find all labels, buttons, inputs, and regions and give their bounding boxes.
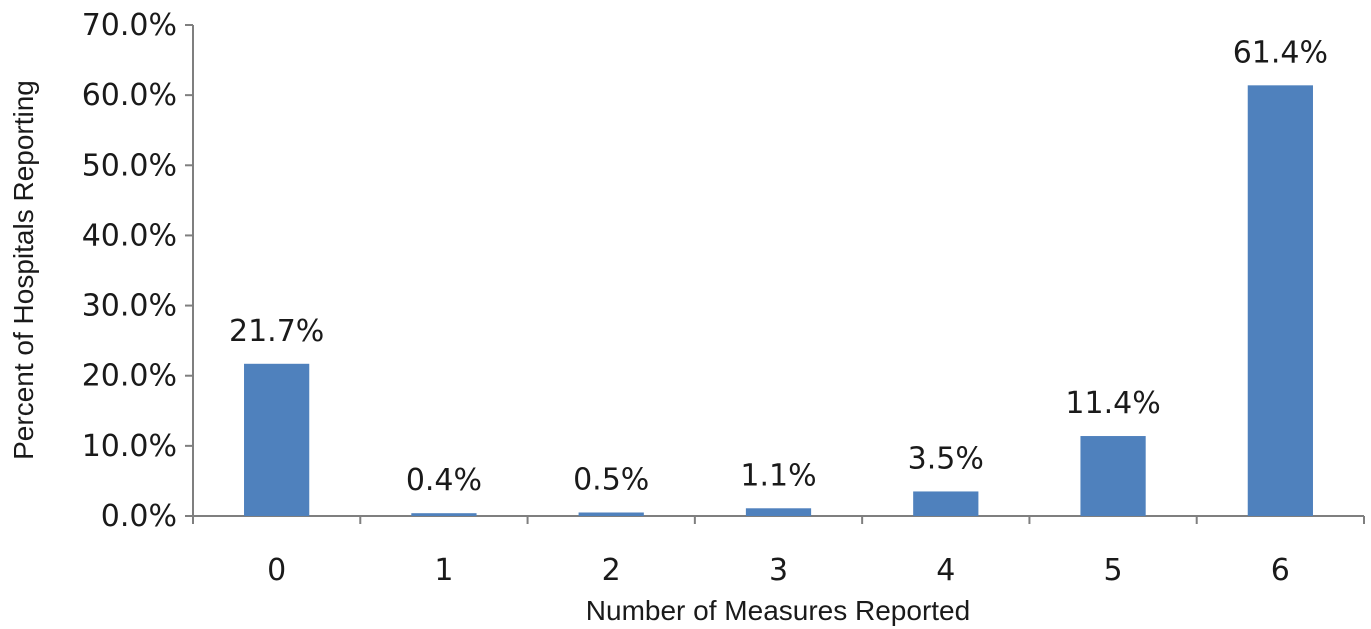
data-label: 3.5% xyxy=(908,441,984,476)
data-label: 21.7% xyxy=(229,314,324,349)
y-tick-label: 30.0% xyxy=(82,289,177,324)
y-axis: 0.0% 10.0% 20.0% 30.0% 40.0% 50.0% 60.0% 70.0% xyxy=(82,8,194,534)
y-tick-label: 20.0% xyxy=(82,359,177,394)
bar xyxy=(411,513,477,516)
y-tick-label: 60.0% xyxy=(82,78,177,113)
data-label: 11.4% xyxy=(1065,386,1160,421)
x-axis: 0 1 2 3 4 5 6 xyxy=(192,515,1365,588)
x-axis-title: Number of Measures Reported xyxy=(586,595,970,626)
y-axis-title: Percent of Hospitals Reporting xyxy=(8,80,39,460)
x-tick-label: 1 xyxy=(434,553,453,588)
bar xyxy=(244,363,310,516)
bar xyxy=(578,512,644,516)
y-tick-label: 40.0% xyxy=(82,218,177,253)
x-tick-label: 6 xyxy=(1271,553,1290,588)
data-label: 1.1% xyxy=(740,458,816,493)
data-label: 0.5% xyxy=(573,462,649,497)
bar xyxy=(1247,85,1313,516)
x-tick-label: 2 xyxy=(602,553,621,588)
bar xyxy=(913,491,979,516)
bar xyxy=(1080,436,1146,516)
data-label: 61.4% xyxy=(1233,35,1328,70)
bar-series xyxy=(244,85,1313,516)
y-tick-label: 10.0% xyxy=(82,429,177,464)
x-tick-label: 3 xyxy=(769,553,788,588)
x-tick-label: 4 xyxy=(936,553,955,588)
data-label: 0.4% xyxy=(406,463,482,498)
x-tick-label: 5 xyxy=(1104,553,1123,588)
y-tick-label: 0.0% xyxy=(101,499,177,534)
y-tick-label: 70.0% xyxy=(82,8,177,43)
data-labels: 21.7% 0.4% 0.5% 1.1% 3.5% 11.4% 61.4% xyxy=(229,35,1328,498)
x-tick-label: 0 xyxy=(267,553,286,588)
y-tick-label: 50.0% xyxy=(82,148,177,183)
bar xyxy=(745,508,812,516)
